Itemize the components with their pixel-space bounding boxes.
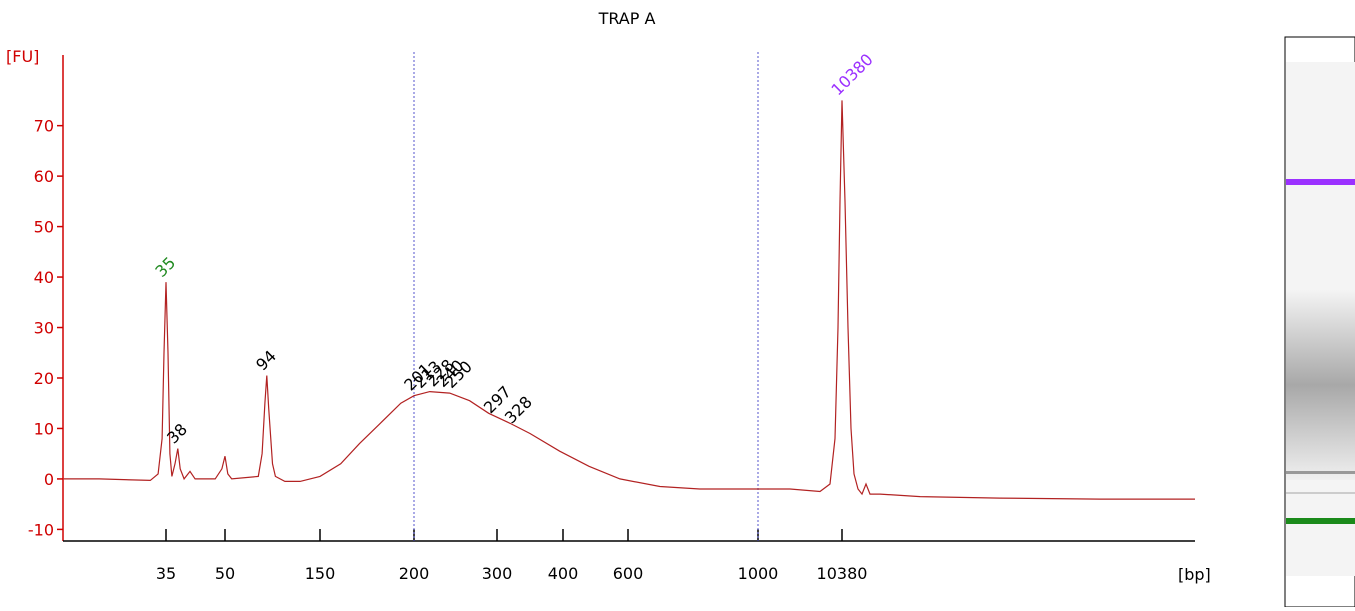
x-tick-label: 50 — [215, 564, 235, 583]
y-axis-label: [FU] — [6, 47, 39, 66]
y-tick-label: 70 — [34, 117, 54, 136]
gel-lane — [1284, 36, 1355, 608]
chart-title: TRAP A — [598, 9, 656, 28]
x-tick-label: 400 — [548, 564, 579, 583]
gel-band — [1286, 518, 1355, 524]
x-tick-label: 150 — [305, 564, 336, 583]
gel-band — [1286, 471, 1355, 474]
y-tick-label: 20 — [34, 369, 54, 388]
y-tick-label: 30 — [34, 319, 54, 338]
y-tick-label: 60 — [34, 167, 54, 186]
x-tick-label: 35 — [156, 564, 176, 583]
x-tick-label: 600 — [613, 564, 644, 583]
y-tick-label: -10 — [28, 520, 54, 539]
peak-label: 38 — [163, 420, 191, 448]
peak-label: 94 — [252, 346, 280, 374]
y-tick-label: 50 — [34, 218, 54, 237]
x-tick-label: 1000 — [738, 564, 779, 583]
peak-label: 10380 — [827, 50, 876, 99]
x-axis-label: [bp] — [1178, 565, 1211, 584]
x-tick-label: 10380 — [817, 564, 868, 583]
x-tick-label: 300 — [482, 564, 513, 583]
gel-smear — [1286, 290, 1355, 480]
gel-band — [1286, 179, 1355, 185]
gel-band — [1286, 492, 1355, 494]
y-tick-label: 40 — [34, 268, 54, 287]
y-tick-label: 10 — [34, 419, 54, 438]
trace — [63, 100, 1195, 500]
x-tick-label: 200 — [399, 564, 430, 583]
y-tick-label: 0 — [44, 470, 54, 489]
peak-label: 35 — [151, 253, 179, 281]
